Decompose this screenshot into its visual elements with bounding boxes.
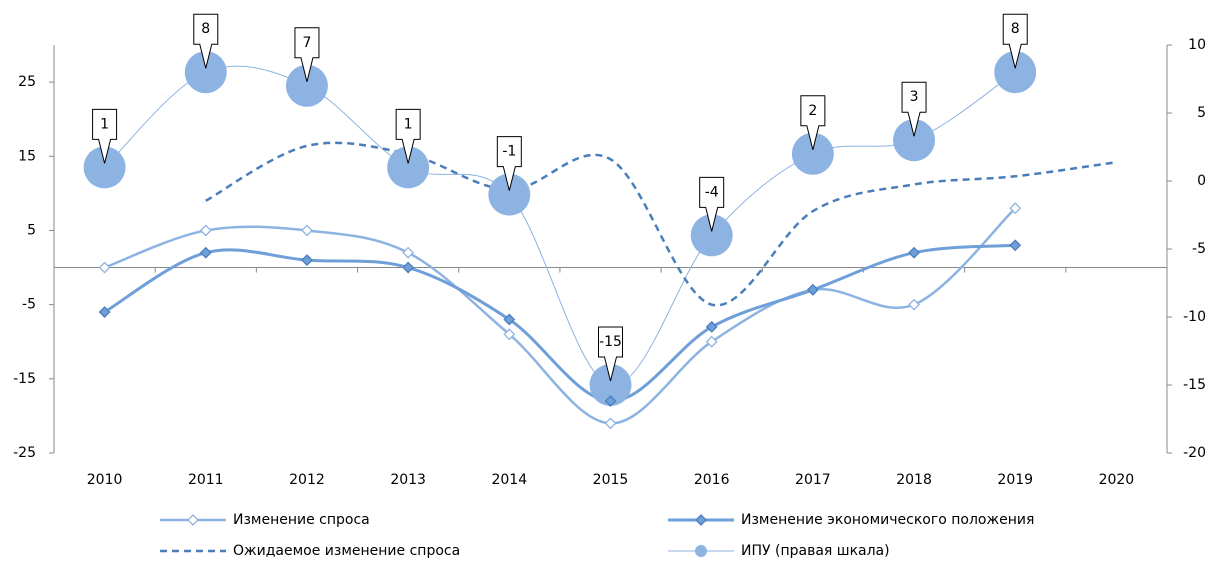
y2-tick-label: -20 [1183, 445, 1206, 461]
data-label: -1 [502, 144, 516, 160]
y2-tick-label: 0 [1197, 173, 1206, 189]
marker [199, 246, 212, 259]
y-tick-label: -5 [22, 297, 36, 313]
y2-tick-label: -5 [1192, 241, 1206, 257]
data-label: 8 [1011, 21, 1020, 37]
legend-label: ИПУ (правая шкала) [741, 543, 890, 559]
bubble [589, 364, 632, 406]
bubble [184, 51, 227, 94]
marker [908, 246, 920, 259]
y-tick-label: 15 [18, 148, 36, 164]
data-label: 7 [302, 35, 311, 51]
y-tick-label: 25 [18, 74, 36, 90]
legend-marker [695, 545, 707, 557]
x-tick-label: 2014 [491, 472, 527, 488]
callout [92, 108, 118, 164]
marker [806, 283, 819, 296]
x-tick-label: 2010 [87, 472, 123, 488]
bubble [994, 51, 1037, 94]
y-tick-label: -15 [13, 371, 36, 387]
data-label: 1 [404, 116, 413, 132]
y2-tick-label: -10 [1183, 309, 1206, 325]
x-tick-label: 2020 [1099, 472, 1135, 488]
callout [598, 326, 623, 382]
series-line [103, 243, 1016, 403]
series-line [104, 207, 1017, 425]
bubble [285, 64, 328, 107]
marker [908, 298, 920, 311]
bubble [893, 119, 936, 162]
marker [604, 417, 617, 430]
callout [699, 176, 725, 232]
series-line [205, 141, 1117, 307]
legend-label: Ожидаемое изменение спроса [233, 543, 460, 559]
x-tick-label: 2019 [997, 472, 1033, 488]
marker [402, 261, 415, 274]
callout [294, 27, 320, 82]
data-label: -4 [705, 184, 719, 200]
marker [1009, 239, 1022, 252]
bubble [488, 173, 531, 216]
data-label: 1 [100, 116, 109, 132]
y-tick-label: -25 [13, 445, 36, 461]
data-label: -15 [599, 334, 622, 350]
legend-label: Изменение экономического положения [741, 512, 1034, 528]
data-label: 3 [910, 89, 919, 105]
y2-tick-label: 5 [1197, 105, 1206, 121]
bubble [690, 214, 733, 257]
marker [301, 254, 313, 267]
legend-marker [187, 514, 199, 526]
marker [705, 335, 718, 348]
marker [705, 320, 718, 333]
x-tick-label: 2017 [795, 472, 831, 488]
marker [98, 306, 111, 318]
data-label: 2 [808, 103, 817, 119]
marker [199, 224, 212, 237]
marker [1009, 202, 1022, 215]
x-tick-label: 2013 [390, 472, 426, 488]
marker [301, 224, 313, 237]
x-tick-label: 2012 [289, 472, 325, 488]
marker [604, 395, 617, 407]
x-tick-label: 2016 [694, 472, 730, 488]
bubble [83, 146, 126, 189]
marker [503, 328, 516, 341]
y-tick-label: 5 [27, 222, 36, 238]
callout [496, 136, 522, 191]
data-label: 8 [201, 21, 210, 37]
y2-tick-label: -15 [1183, 377, 1206, 393]
callout [800, 95, 826, 150]
callout [901, 81, 927, 137]
x-tick-label: 2018 [896, 472, 932, 488]
series-line [104, 65, 1016, 386]
x-tick-label: 2011 [188, 472, 224, 488]
marker [402, 246, 415, 259]
marker [503, 313, 516, 326]
x-tick-label: 2015 [593, 472, 629, 488]
callout [395, 108, 421, 164]
legend-label: Изменение спроса [233, 512, 370, 528]
bubble [387, 146, 430, 189]
callout [193, 13, 219, 69]
bubble [791, 132, 834, 175]
marker [98, 261, 111, 274]
y2-tick-label: 10 [1188, 37, 1206, 53]
callout [1002, 13, 1028, 69]
legend-marker [695, 514, 707, 526]
